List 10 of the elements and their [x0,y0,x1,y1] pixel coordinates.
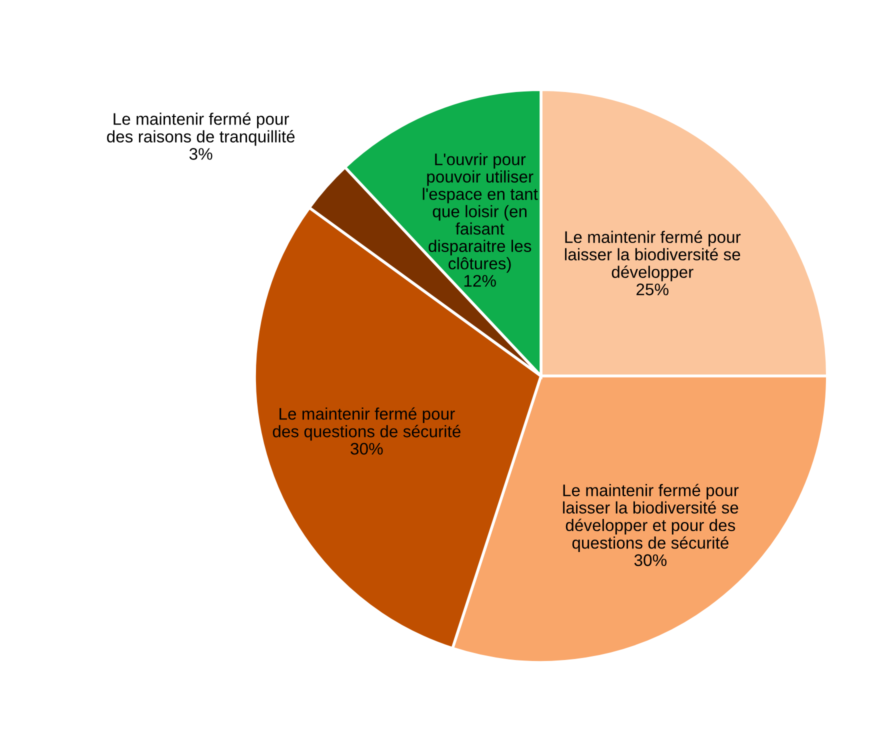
data-label: 30% [634,554,667,566]
data-label: 25% [636,284,668,296]
slice-label: L'ouvrir pour pouvoir utiliser l'espace en tant que loisir (en faisant disparaitre les clôtures) [422,153,538,273]
slice-label: Le maintenir fermé pour laisser la biodiversité se développer et pour des questions de sécurité [563,484,739,552]
data-label: 3% [189,148,212,160]
slice-label: Le maintenir fermé pour des questions de sécurité [272,407,460,441]
slice-label: Le maintenir fermé pour laisser la biodiversité se développer [565,230,741,282]
data-label: 30% [350,442,383,455]
data-label: 12% [464,274,496,287]
slice-label: Le maintenir fermé pour des raisons de tranquillité [107,112,295,146]
